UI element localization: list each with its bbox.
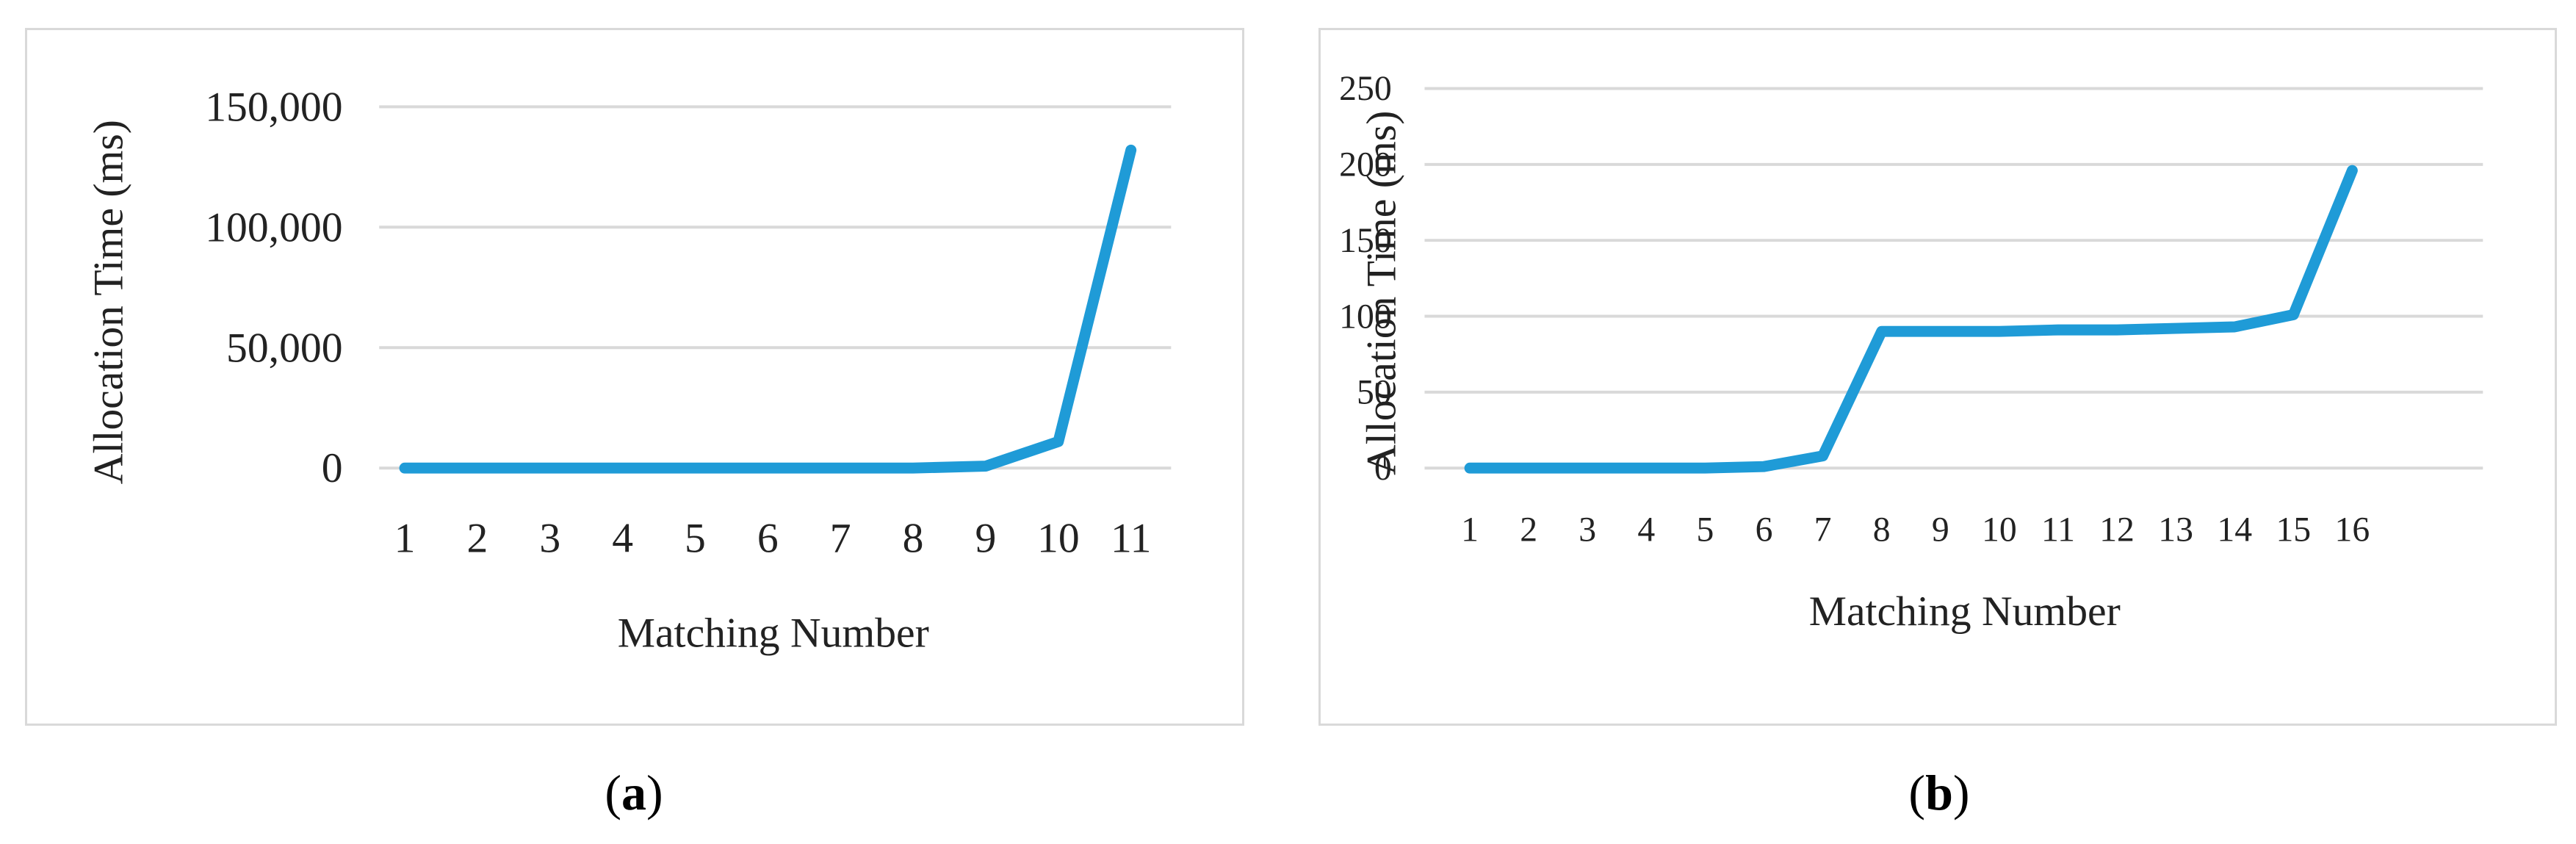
x-tick-label: 5 — [685, 515, 706, 561]
caption-b: (b) — [1908, 765, 1970, 820]
y-tick-label: 100,000 — [205, 204, 342, 250]
x-tick-label: 3 — [1579, 511, 1596, 549]
x-tick-label: 5 — [1696, 511, 1714, 549]
y-tick-label: 0 — [322, 445, 343, 491]
x-tick-label: 11 — [1111, 515, 1152, 561]
x-tick-label: 1 — [1461, 511, 1479, 549]
chart-panel-a: 0 50,000 100,000 150,000 1 2 3 4 5 6 7 8 9 10 11 Matchi… — [25, 28, 1244, 726]
x-tick-label: 10 — [1037, 515, 1080, 561]
x-tick-label: 7 — [1814, 511, 1832, 549]
y-axis-title: Allocation Time (ms) — [85, 120, 131, 484]
caption-a-letter: a — [621, 765, 646, 820]
caption-b-letter: b — [1925, 765, 1953, 820]
y-tick-label: 50,000 — [226, 325, 342, 371]
y-tick-label: 250 — [1339, 70, 1392, 108]
series-line — [399, 144, 1137, 474]
y-tick-label: 100 — [1339, 297, 1392, 336]
x-tick-label: 8 — [1873, 511, 1891, 549]
x-tick-label: 6 — [1756, 511, 1773, 549]
y-tick-label: 200 — [1339, 146, 1392, 184]
y-tick-label: 150,000 — [205, 84, 342, 130]
x-tick-label: 10 — [1982, 511, 2017, 549]
y-tick-label: 50 — [1357, 374, 1392, 412]
x-tick-label: 6 — [757, 515, 779, 561]
x-tick-label: 4 — [612, 515, 633, 561]
x-tick-label: 1 — [394, 515, 416, 561]
x-tick-label: 11 — [2041, 511, 2075, 549]
x-tick-label: 9 — [975, 515, 997, 561]
series-line — [1464, 165, 2358, 474]
x-tick-label: 3 — [539, 515, 560, 561]
x-tick-label: 2 — [466, 515, 488, 561]
chart-a-svg: 0 50,000 100,000 150,000 1 2 3 4 5 6 7 8 9 10 11 Matchi… — [85, 84, 1172, 657]
x-tick-label: 9 — [1932, 511, 1949, 549]
x-tick-label: 8 — [903, 515, 924, 561]
caption-a: (a) — [605, 765, 663, 820]
x-tick-label: 16 — [2335, 511, 2370, 549]
x-tick-label: 7 — [830, 515, 851, 561]
x-tick-label: 12 — [2099, 511, 2135, 549]
x-tick-label: 14 — [2217, 511, 2252, 549]
chart-panel-b: 0 50 100 150 200 250 1 2 3 4 5 6 7 8 9 10 11 12 13 14 15 16 Ma… — [1318, 28, 2557, 726]
x-tick-label: 15 — [2276, 511, 2311, 549]
y-tick-label: 150 — [1339, 222, 1392, 260]
x-tick-label: 2 — [1520, 511, 1537, 549]
x-axis-title: Matching Number — [618, 610, 929, 657]
y-axis-title: Allocation Time (ms) — [1359, 111, 1405, 475]
y-tick-label: 0 — [1374, 450, 1392, 488]
x-tick-label: 13 — [2158, 511, 2193, 549]
x-axis-title: Matching Number — [1809, 588, 2121, 635]
x-tick-label: 4 — [1637, 511, 1655, 549]
